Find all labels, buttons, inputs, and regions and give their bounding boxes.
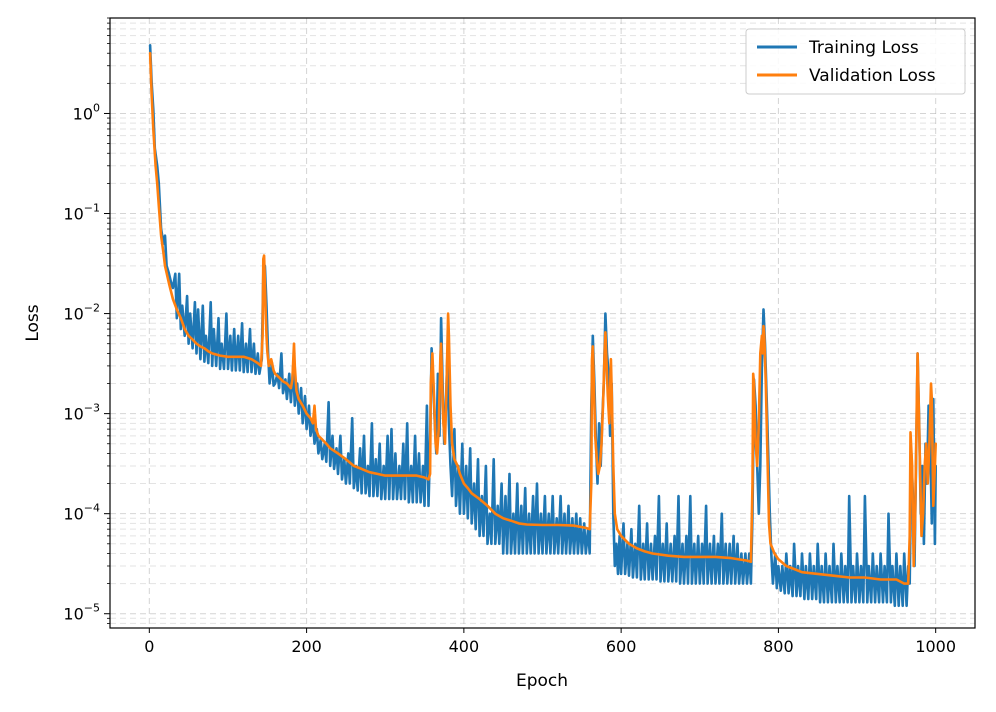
x-tick-label: 800 (763, 637, 794, 656)
y-axis: 10−5 10−4 10−3 10−2 10−1 100 (63, 17, 110, 624)
validation-loss-line (148, 51, 938, 585)
y-tick-label: 10−5 (63, 602, 100, 624)
x-tick-label: 200 (291, 637, 322, 656)
training-loss-line (148, 43, 938, 608)
x-axis-label: Epoch (516, 671, 568, 691)
y-tick-label: 100 (73, 101, 100, 123)
plot-lines (148, 43, 938, 608)
x-tick-label: 1000 (915, 637, 956, 656)
legend-label-training: Training Loss (808, 38, 919, 58)
legend-box (745, 28, 966, 95)
legend-label-validation: Validation Loss (809, 66, 936, 86)
y-tick-label: 10−1 (63, 202, 100, 224)
y-tick-label: 10−3 (63, 402, 100, 424)
x-tick-label: 600 (606, 637, 637, 656)
y-tick-label: 10−4 (63, 502, 100, 524)
x-axis: 0 200 400 600 800 1000 (144, 628, 956, 656)
y-axis-label: Loss (23, 304, 43, 341)
y-tick-label: 10−2 (63, 302, 100, 324)
x-tick-label: 400 (449, 637, 480, 656)
x-tick-label: 0 (144, 637, 154, 656)
legend: Training Loss Validation Loss (745, 28, 966, 95)
